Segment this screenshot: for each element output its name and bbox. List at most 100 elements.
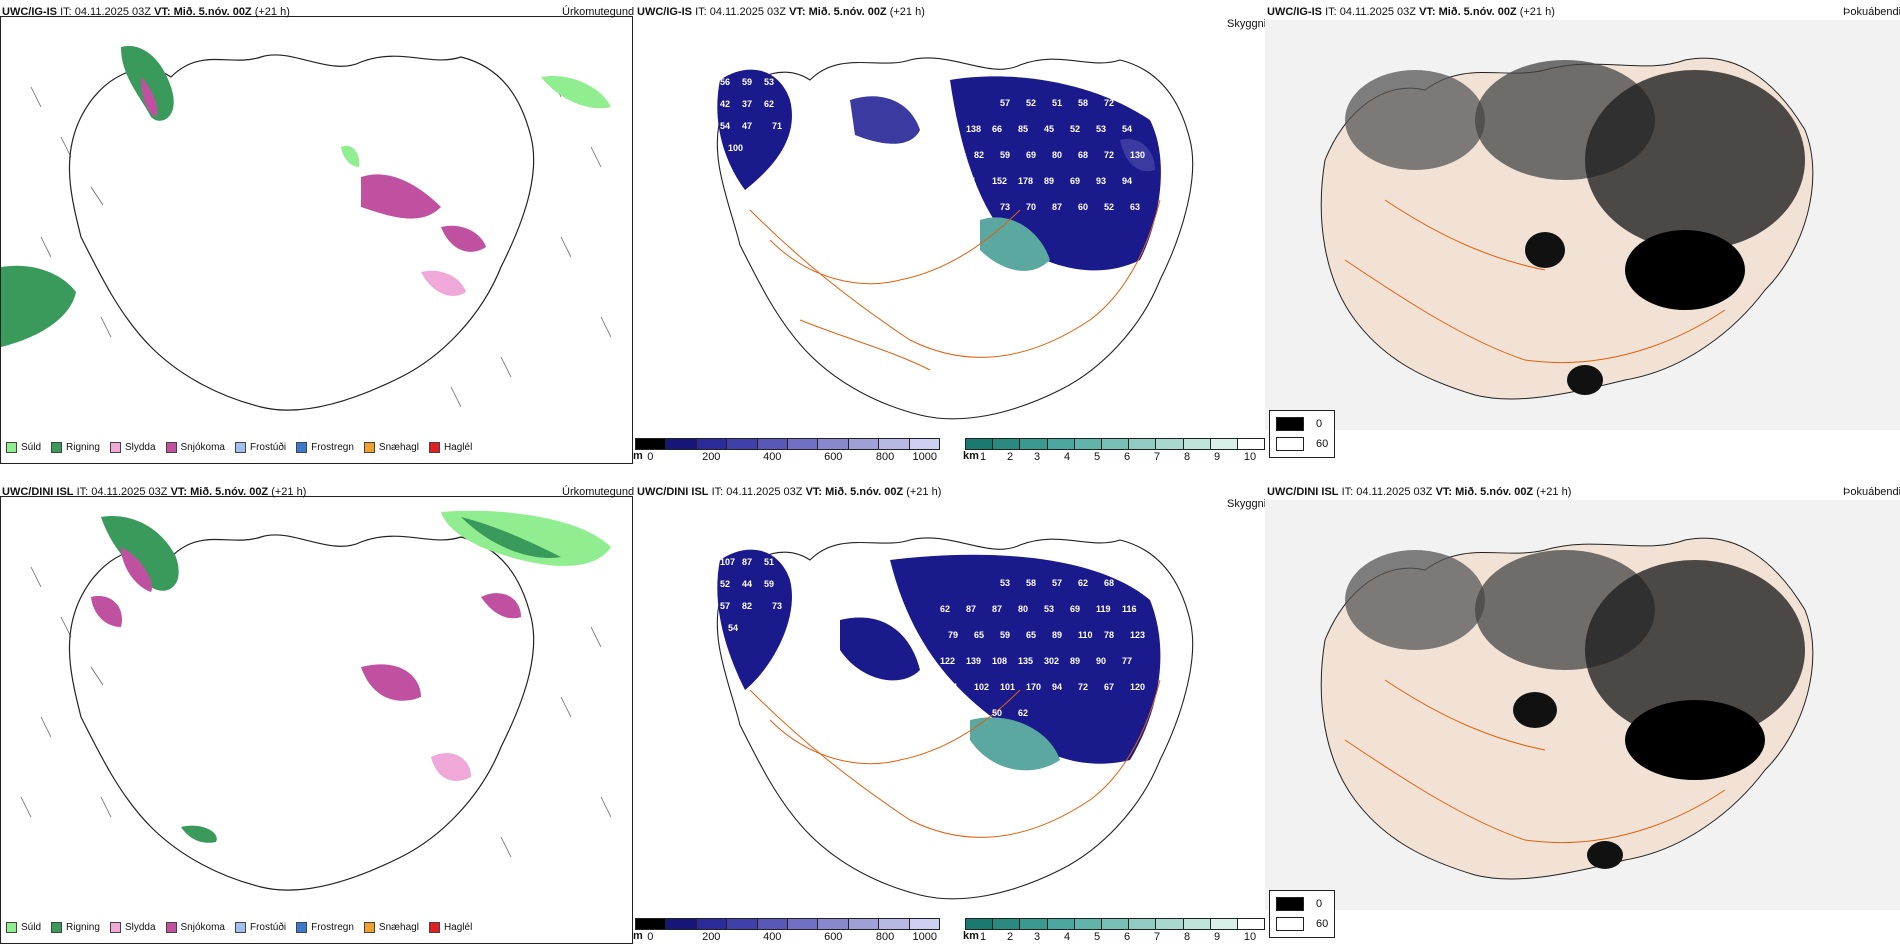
vis-value-label: 65	[1026, 630, 1036, 640]
vis-value-label: 59	[1000, 630, 1010, 640]
legend-swatch	[296, 442, 308, 453]
vis-value-label: 69	[1070, 604, 1080, 614]
vis-value-label: 60	[1130, 578, 1140, 588]
vis-value-label: 60	[1078, 202, 1088, 212]
vis-value-label: 66	[992, 124, 1002, 134]
vis-value-label: 54	[720, 121, 730, 131]
vis-value-label: 302	[1044, 656, 1059, 666]
colorbar-km-ticks: 1 2 3 4 5 6 7 8 9 10	[979, 931, 1257, 943]
road-network	[1344, 199, 1726, 363]
fog-legend-item: 60	[1276, 914, 1328, 934]
panel-precip-bottom: UWC/DINI ISL IT: 04.11.2025 03Z VT: Mið.…	[0, 480, 635, 950]
vis-value-label: 44	[742, 579, 752, 589]
vis-value-label: 79	[948, 630, 958, 640]
legend-swatch	[109, 442, 121, 453]
vis-value-label: 138	[966, 124, 981, 134]
colorbar-km-ticks: 1 2 3 4 5 6 7 8 9 10	[979, 451, 1257, 463]
iceland-coastline	[68, 534, 535, 891]
road-network	[1344, 679, 1726, 843]
vis-value-label: 54	[728, 623, 738, 633]
vis-value-label: 57	[720, 601, 730, 611]
vis-value-label: 122	[940, 656, 955, 666]
vis-value-label: 135	[1018, 656, 1033, 666]
vis-value-label: 101	[1000, 682, 1015, 692]
vis-value-label: 58	[1026, 578, 1036, 588]
fog-legend-item: 60	[1276, 434, 1328, 454]
vis-value-label: 365	[966, 708, 981, 718]
vis-value-label: 94	[1052, 682, 1062, 692]
map-frame	[0, 16, 633, 464]
vis-value-label: 79	[948, 202, 958, 212]
vis-value-label: 57	[1000, 98, 1010, 108]
colorbar-km-bar	[965, 918, 1265, 930]
legend-swatch	[51, 442, 63, 453]
vis-value-label: 161	[940, 124, 955, 134]
legend-item: Snjókoma	[165, 922, 225, 933]
legend-item: Súld	[6, 442, 41, 453]
vis-value-label: 89	[1070, 656, 1080, 666]
colorbar-m-ticks: 0 200 400 600 800 1000	[647, 931, 937, 943]
vis-value-label: 53	[1044, 604, 1054, 614]
legend-swatch	[1276, 917, 1304, 931]
vis-value-label: 59	[764, 579, 774, 589]
road-network	[749, 199, 1161, 371]
vis-value-label: 148	[940, 176, 955, 186]
colorbar-km-unit: km	[963, 930, 979, 942]
vis-value-label: 54	[1122, 124, 1132, 134]
legend-swatch	[1276, 897, 1304, 911]
panel-title: UWC/IG-IS IT: 04.11.2025 03Z VT: Mið. 5.…	[637, 6, 925, 18]
vis-value-label: 71	[966, 176, 976, 186]
visibility-map: 56 59 53 42 37 62 54 47 71 100 57 52 51 58 72 56 161 138 6…	[716, 57, 1194, 420]
precip-map	[20, 510, 612, 891]
vis-value-labels: 56 59 53 42 37 62 54 47 71 100 57 52 51 58 72 56 161 138 6…	[720, 77, 1145, 212]
vis-value-label: 53	[1096, 124, 1106, 134]
vis-value-label: 139	[966, 656, 981, 666]
colorbar-m-unit: m	[633, 930, 643, 942]
vis-value-label: 170	[1026, 682, 1041, 692]
vis-value-label: 69	[1070, 176, 1080, 186]
precip-areas	[91, 510, 611, 843]
fog-map	[1265, 20, 1900, 430]
panel-field-name: Skyggni	[1227, 498, 1267, 510]
precip-legend: Súld Rigning Slydda Snjókoma Frostúði Fr…	[6, 442, 472, 453]
vis-km-colorbar: km 1 2 3 4 5 6 7 8 9 10	[963, 438, 1265, 464]
legend-swatch	[165, 442, 177, 453]
legend-swatch	[1276, 417, 1304, 431]
vis-value-label: 62	[764, 99, 774, 109]
vis-value-label: 130	[1130, 150, 1145, 160]
vis-value-label: 62	[948, 150, 958, 160]
vis-value-label: 52	[1070, 124, 1080, 134]
vis-value-label: 37	[742, 99, 752, 109]
vis-value-label: 62	[1078, 578, 1088, 588]
vis-value-label: 72	[1104, 150, 1114, 160]
colorbar-m-bar	[635, 438, 940, 450]
vis-value-label: 87	[966, 604, 976, 614]
vis-value-label: 90	[1096, 656, 1106, 666]
legend-item: Súld	[6, 922, 41, 933]
panel-fog-bottom: UWC/DINI ISL IT: 04.11.2025 03Z VT: Mið.…	[1265, 480, 1900, 950]
legend-item: Snæhagl	[363, 442, 419, 453]
vis-value-labels: 107 87 51 52 44 59 57 82 73 54 53 58 57 62 68 60 62 87 87 8…	[720, 557, 1145, 718]
vis-value-label: 178	[1018, 176, 1033, 186]
road-network	[749, 679, 1161, 838]
vis-value-label: 94	[1122, 176, 1132, 186]
vis-value-label: 72	[1078, 682, 1088, 692]
vis-value-label: 107	[720, 557, 735, 567]
legend-item: Slydda	[109, 922, 156, 933]
wind-barbs	[20, 566, 612, 858]
vis-value-label: 77	[1122, 656, 1132, 666]
vis-value-label: 119	[1096, 604, 1111, 614]
vis-value-label: 65	[974, 630, 984, 640]
vis-value-label: 67	[1104, 682, 1114, 692]
legend-item: Frostregn	[296, 442, 354, 453]
legend-swatch	[51, 922, 63, 933]
precip-legend: Súld Rigning Slydda Snjókoma Frostúði Fr…	[6, 922, 472, 933]
legend-item: Snæhagl	[363, 922, 419, 933]
vis-value-label: 62	[940, 604, 950, 614]
visibility-map: 107 87 51 52 44 59 57 82 73 54 53 58 57 62 68 60 62 87 87 8…	[716, 537, 1194, 900]
colorbar-km-unit: km	[963, 450, 979, 462]
vis-value-label: 68	[1078, 150, 1088, 160]
vis-value-label: 62	[1018, 708, 1028, 718]
vis-value-label: 59	[742, 77, 752, 87]
vis-value-label: 45	[1044, 124, 1054, 134]
